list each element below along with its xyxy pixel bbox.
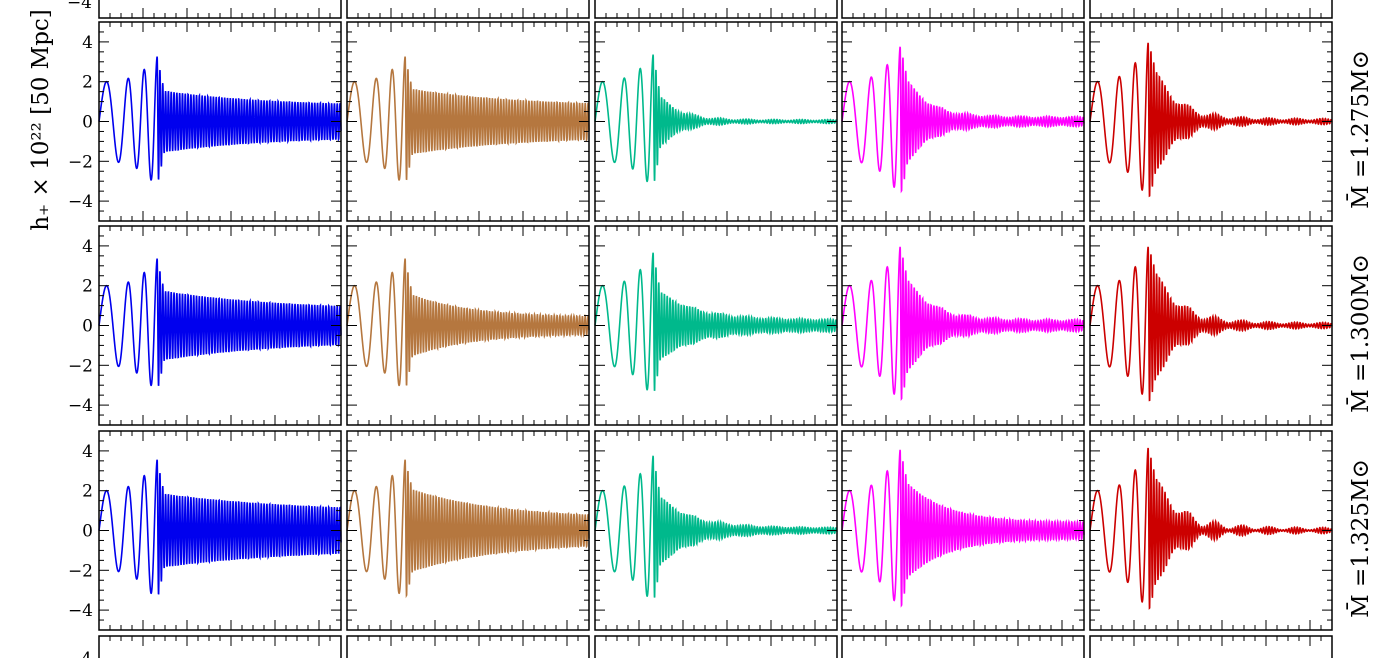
partial-panel-top [594,0,838,19]
waveform-series-line [346,459,590,599]
partial-panel-top [98,0,342,19]
panel-r1-c0: 4 2 0 −2 −4 [68,225,342,426]
waveform-series-line [346,258,590,387]
panel-r1-c3 [841,225,1085,426]
y-tick-label-partial: −4 [67,0,92,13]
panel-r0-c4 [1089,21,1333,222]
panel-r2-c3 [841,430,1085,631]
y-tick-label: −4 [68,396,93,416]
partial-panel-top [1089,0,1333,19]
panels-layer: 4 −4 4 2 0 −2 −4 4 2 0 −2 −4 4 2 0 −2 −4 [67,0,1333,658]
y-tick-label: 2 [82,482,93,502]
panel-r2-c2 [594,430,838,631]
panel-r2-c0: 4 2 0 −2 −4 [68,430,342,631]
partial-panel-bottom [841,635,1085,658]
panel-r0-c0: 4 2 0 −2 −4 [68,21,342,222]
y-axis-label-group: h₊ × 10²² [50 Mpc] [28,9,54,231]
waveform-series-line [594,252,838,392]
y-tick-label: 4 [82,33,93,53]
waveform-series-line [98,56,342,181]
y-tick-label: −2 [68,152,93,172]
y-tick-label: −2 [68,356,93,376]
panel-r0-c2 [594,21,838,222]
waveform-series-line [841,46,1085,194]
panel-r1-c2 [594,225,838,426]
waveform-series-line [98,258,342,387]
y-tick-label: −2 [68,561,93,581]
row-label: M̄ =1.275M⊙ [1347,50,1374,209]
panel-r2-c4 [1089,430,1333,631]
y-tick-label: 2 [82,277,93,297]
y-tick-label: 0 [82,522,93,542]
partial-panel-bottom [98,635,342,658]
waveform-series-line [1089,42,1333,198]
panel-r0-c1 [346,21,590,222]
y-tick-label: −4 [68,601,93,621]
y-tick-label: 0 [82,317,93,337]
waveform-series-line [98,459,342,595]
waveform-series-line [594,54,838,183]
waveform-series-line [1089,447,1333,610]
y-tick-label: 4 [82,237,93,257]
y-tick-label: 4 [82,442,93,462]
y-tick-label: −4 [68,192,93,212]
y-tick-label: 2 [82,73,93,93]
partial-panel-bottom [346,635,590,658]
partial-panel-bottom [594,635,838,658]
waveform-series-line [841,449,1085,608]
panel-r2-c1 [346,430,590,631]
y-tick-label: 0 [82,113,93,133]
panel-r1-c1 [346,225,590,426]
partial-panel-top [841,0,1085,19]
row-labels-layer: M̄ =1.275M⊙ M̄ =1.300M⊙ M̄ =1.325M⊙ [1347,50,1374,618]
waveform-series-line [841,246,1085,402]
row-label: M̄ =1.300M⊙ [1347,254,1374,413]
waveform-series-line [594,455,838,598]
waveform-series-line [1089,246,1333,402]
waveform-series-line [346,56,590,181]
y-axis-label: h₊ × 10²² [50 Mpc] [28,9,54,231]
row-label: M̄ =1.325M⊙ [1347,459,1374,618]
partial-panel-bottom [1089,635,1333,658]
panel-r0-c3 [841,21,1085,222]
y-tick-label-partial: 4 [81,649,92,658]
panel-r1-c4 [1089,225,1333,426]
partial-panel-top [346,0,590,19]
